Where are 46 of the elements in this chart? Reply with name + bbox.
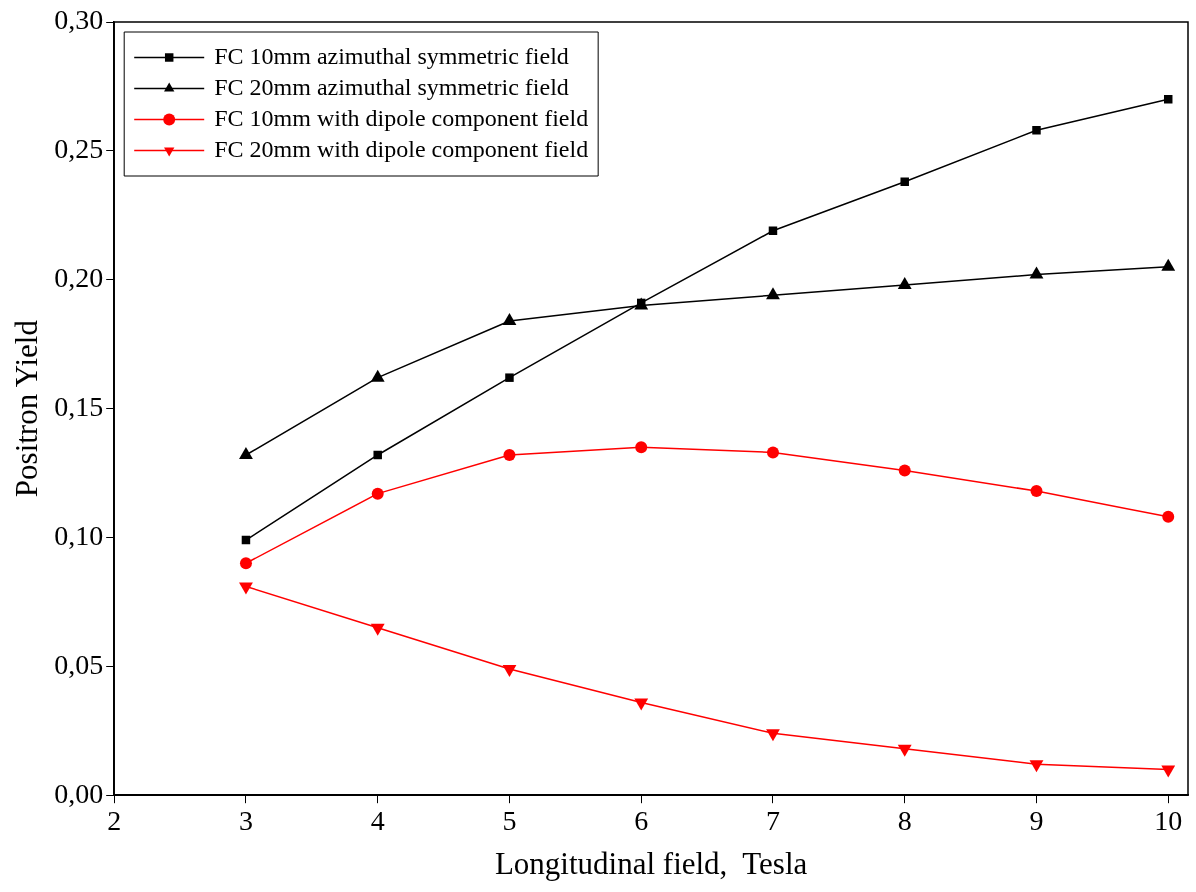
point [766, 446, 779, 459]
point [370, 623, 385, 636]
point [1029, 266, 1044, 279]
legend-label: FC 20mm with dipole component field [214, 135, 589, 162]
y-tick-label: 0,10 [54, 519, 104, 551]
x-tick-label: 4 [370, 805, 385, 837]
x-tick-label: 2 [107, 805, 122, 837]
y-tick-label: 0,25 [54, 133, 104, 165]
x-tick-label: 10 [1154, 805, 1183, 837]
point [503, 448, 516, 461]
point [897, 744, 912, 757]
point [502, 664, 517, 677]
point [1030, 485, 1043, 498]
y-tick-label: 0,05 [54, 648, 104, 680]
y-tick-label: 0,20 [54, 262, 104, 294]
y-axis-title: Positron Yield [8, 319, 44, 498]
x-tick-label: 6 [634, 805, 649, 837]
point [502, 312, 517, 325]
legend-label: FC 10mm azimuthal symmetric field [214, 42, 569, 69]
y-tick-label: 0,00 [54, 777, 104, 809]
y-tick-label: 0,15 [54, 390, 104, 422]
point [239, 582, 253, 595]
point [371, 487, 384, 500]
point [370, 369, 385, 382]
point [898, 464, 911, 477]
x-tick-label: 7 [765, 805, 780, 837]
x-tick-label: 9 [1029, 805, 1044, 837]
point [1029, 760, 1044, 773]
x-tick-label: 8 [897, 805, 912, 837]
point [239, 557, 252, 570]
point [1161, 765, 1176, 778]
point [634, 698, 649, 711]
legend-label: FC 20mm azimuthal symmetric field [214, 73, 569, 100]
point [766, 287, 780, 300]
x-tick-label: 3 [238, 805, 253, 837]
legend-label: FC 10mm with dipole component field [214, 104, 589, 131]
point [505, 373, 514, 382]
point [635, 441, 648, 454]
point [1161, 258, 1176, 271]
x-axis-title: Longitudinal field, Tesla [494, 845, 808, 881]
x-tick-label: 5 [502, 805, 517, 837]
y-tick-label: 0,30 [54, 4, 104, 36]
point [373, 450, 382, 460]
point [1162, 510, 1175, 523]
point [897, 276, 912, 289]
point [766, 729, 780, 742]
